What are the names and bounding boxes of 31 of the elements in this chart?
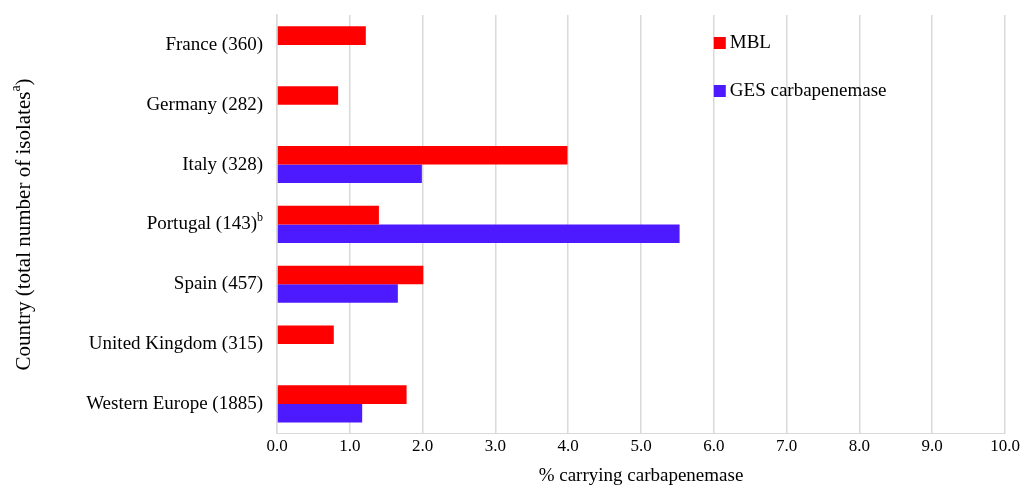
y-tick-label: United Kingdom (315) (88, 332, 264, 355)
x-tick-label: 7.0 (775, 436, 798, 456)
x-tick-label: 9.0 (921, 436, 943, 456)
x-tick-label: 1.0 (339, 436, 361, 456)
bar (277, 284, 398, 303)
x-tick-label: 5.0 (630, 436, 652, 456)
legend-label: MBL (729, 30, 771, 52)
bar (277, 265, 424, 285)
bar (277, 205, 379, 225)
x-tick-label: 2.0 (411, 436, 434, 456)
bar (277, 403, 363, 423)
bar (277, 146, 568, 165)
legend-label: GES carbapenemase (729, 78, 887, 100)
x-axis-title: % carrying carbapenemase (538, 463, 744, 485)
bar (277, 26, 366, 45)
x-tick-label: 4.0 (557, 436, 579, 456)
bar (277, 164, 422, 184)
x-tick-label: 0.0 (266, 436, 288, 456)
x-tick-label: 10.0 (990, 436, 1020, 456)
y-tick-label: Italy (328) (182, 152, 264, 175)
y-tick-label: Germany (282) (146, 92, 264, 115)
y-tick-label: Spain (457) (173, 272, 263, 295)
x-tick-label: 8.0 (848, 436, 871, 456)
bar (277, 385, 407, 404)
x-tick-label: 6.0 (703, 436, 725, 456)
bar (277, 86, 339, 105)
y-tick-label: Western Europe (1885) (86, 391, 264, 414)
x-tick-label: 3.0 (484, 436, 507, 456)
bar (277, 325, 334, 345)
y-tick-label: France (360) (165, 32, 264, 55)
bar (277, 224, 680, 243)
